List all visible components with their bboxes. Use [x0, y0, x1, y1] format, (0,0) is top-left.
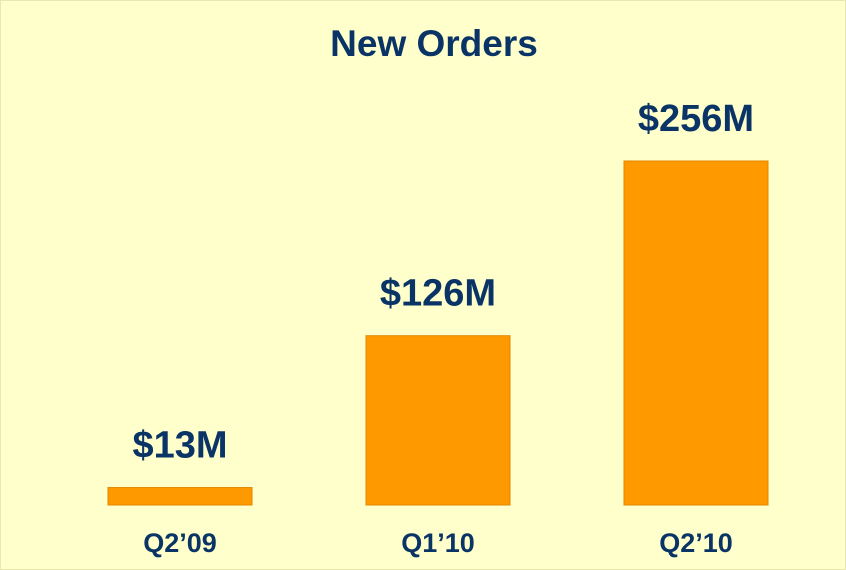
bar — [365, 335, 511, 506]
x-tick-label: Q2’10 — [659, 528, 733, 558]
value-label: $256M — [638, 98, 754, 140]
bar — [107, 487, 253, 506]
x-tick-label: Q2’09 — [143, 528, 217, 558]
bar — [623, 160, 769, 506]
chart-title: New Orders — [330, 23, 538, 64]
x-tick-label: Q1’10 — [401, 528, 475, 558]
value-label: $126M — [380, 273, 496, 315]
value-label: $13M — [132, 425, 227, 467]
